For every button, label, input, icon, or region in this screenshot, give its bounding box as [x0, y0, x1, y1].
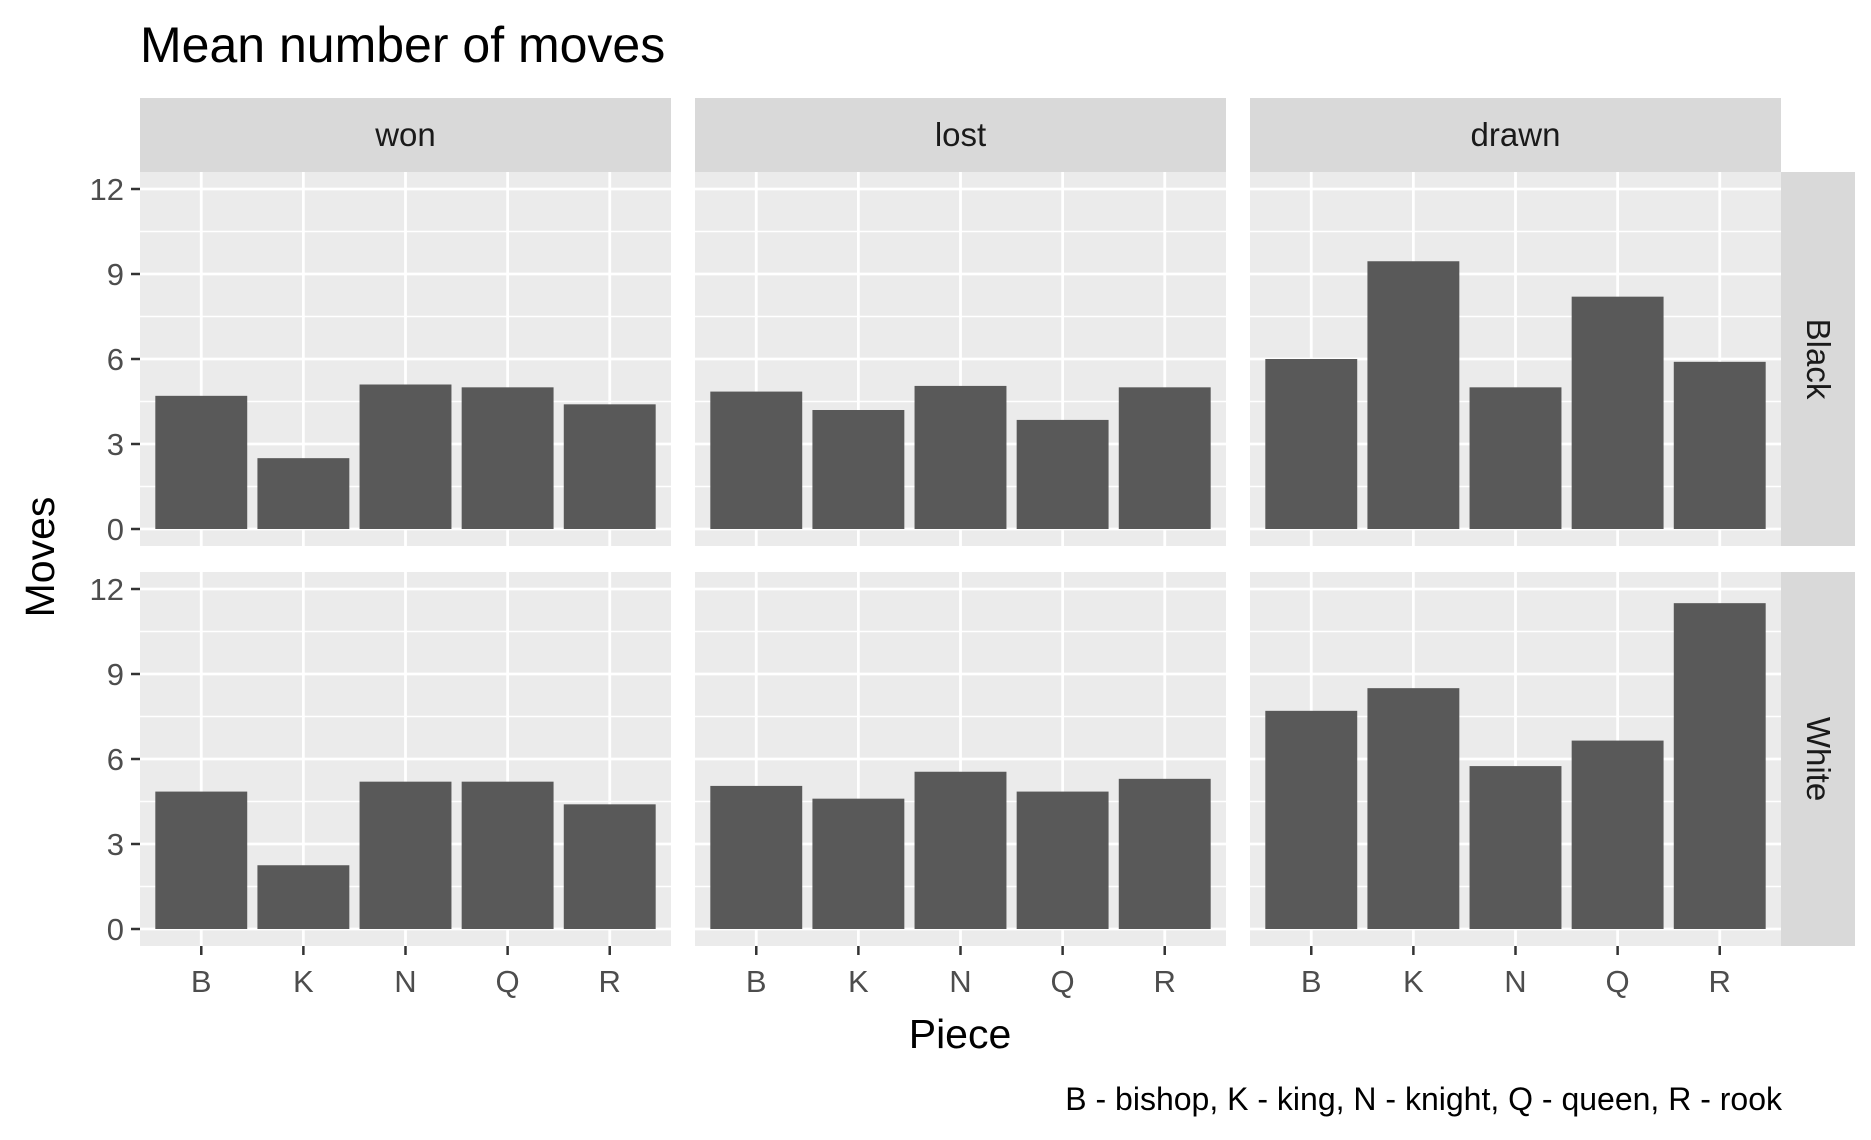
bar-white-lost-B [710, 785, 803, 929]
y-tick-label: 0 [107, 512, 124, 547]
x-tick-label: Q [496, 964, 520, 999]
bar-white-lost-Q [1016, 791, 1109, 929]
panel-black-drawn [1250, 172, 1781, 546]
bar-black-won-N [359, 384, 452, 529]
bar-black-drawn-Q [1571, 296, 1664, 529]
bar-black-lost-N [914, 385, 1007, 529]
bar-black-lost-K [812, 410, 905, 529]
x-tick-label: N [1504, 964, 1526, 999]
facet-label-lost: lost [935, 116, 986, 153]
panel-black-lost [695, 172, 1226, 546]
facet-strip-lost [695, 98, 1226, 172]
y-tick-label: 3 [107, 427, 124, 462]
y-tick-label: 9 [107, 257, 124, 292]
x-tick-label: R [599, 964, 621, 999]
bar-black-drawn-R [1673, 361, 1766, 529]
facet-strip-white [1781, 572, 1855, 946]
x-tick-label: K [1403, 964, 1424, 999]
bar-black-won-B [155, 395, 248, 529]
facet-label-won: won [374, 116, 436, 153]
bar-white-won-K [257, 865, 350, 929]
bar-black-drawn-K [1367, 261, 1460, 529]
panel-black-won: 0 3 6 9 12 [90, 172, 671, 547]
facet-strip-drawn [1250, 98, 1781, 172]
bar-white-won-B [155, 791, 248, 929]
bar-white-lost-K [812, 798, 905, 929]
chart-title: Mean number of moves [140, 17, 665, 73]
facet-label-drawn: drawn [1471, 116, 1561, 153]
bar-black-won-K [257, 458, 350, 529]
bar-black-drawn-N [1469, 387, 1562, 529]
facet-label-white: White [1800, 717, 1837, 801]
x-tick-label: R [1709, 964, 1731, 999]
facet-label-black: Black [1800, 319, 1837, 400]
bar-white-drawn-N [1469, 766, 1562, 929]
x-tick-label: R [1154, 964, 1176, 999]
y-tick-label: 12 [90, 172, 124, 207]
bar-black-won-R [563, 404, 656, 529]
y-tick-label: 9 [107, 657, 124, 692]
facet-strip-won [140, 98, 671, 172]
chart-caption: B - bishop, K - king, N - knight, Q - qu… [1065, 1081, 1783, 1117]
y-tick-label: 0 [107, 912, 124, 947]
x-tick-label: K [848, 964, 869, 999]
bar-black-won-Q [461, 387, 554, 529]
bar-white-drawn-K [1367, 688, 1460, 929]
x-tick-label: Q [1051, 964, 1075, 999]
x-tick-label: K [293, 964, 314, 999]
bar-black-lost-B [710, 391, 803, 529]
y-tick-label: 3 [107, 827, 124, 862]
y-tick-label: 12 [90, 572, 124, 607]
x-tick-label: N [949, 964, 971, 999]
facet-panels: won lost drawn Black White 0 3 6 9 12 0 3 6 9 12 B K N Q R B… [90, 98, 1855, 999]
bar-black-lost-R [1118, 387, 1211, 529]
y-axis-title: Moves [17, 497, 63, 618]
y-tick-label: 6 [107, 342, 124, 377]
x-tick-label: N [394, 964, 416, 999]
bar-white-won-Q [461, 781, 554, 929]
bar-black-lost-Q [1016, 419, 1109, 529]
x-tick-label: B [746, 964, 767, 999]
bar-white-lost-N [914, 771, 1007, 929]
facet-strip-black [1781, 172, 1855, 546]
bar-white-won-N [359, 781, 452, 929]
x-axis-title: Piece [909, 1011, 1012, 1057]
bar-white-drawn-R [1673, 603, 1766, 929]
panel-white-won: 0 3 6 9 12 B K N Q R [90, 572, 671, 999]
y-tick-label: 6 [107, 742, 124, 777]
bar-white-drawn-Q [1571, 740, 1664, 929]
bar-white-drawn-B [1265, 710, 1358, 929]
bar-white-lost-R [1118, 778, 1211, 929]
bar-white-won-R [563, 804, 656, 929]
x-tick-label: B [1301, 964, 1322, 999]
x-tick-label: Q [1606, 964, 1630, 999]
bar-black-drawn-B [1265, 359, 1358, 529]
x-tick-label: B [191, 964, 212, 999]
